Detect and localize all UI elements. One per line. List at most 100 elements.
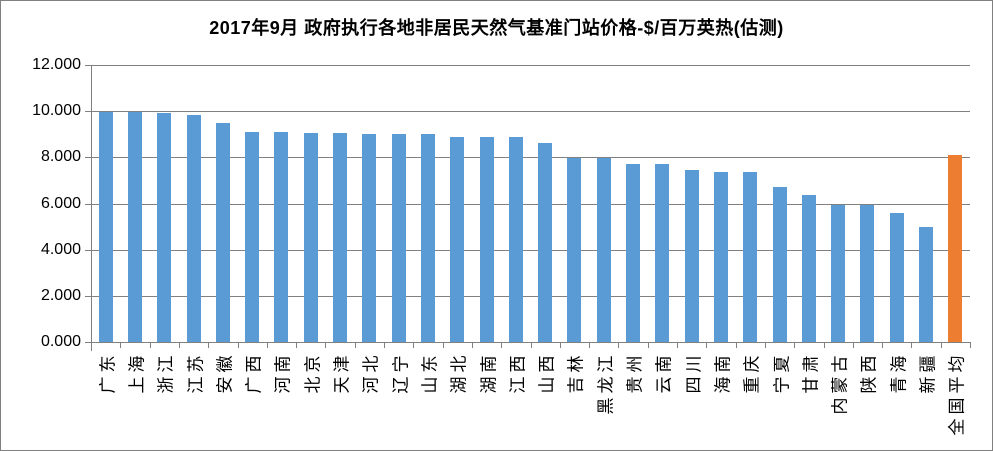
x-axis-label: 贵州 bbox=[625, 351, 645, 394]
x-axis-label: 全国平均 bbox=[947, 351, 967, 436]
x-axis-label: 广西 bbox=[244, 351, 264, 394]
x-axis-label: 新疆 bbox=[918, 351, 938, 394]
x-axis-tick bbox=[882, 342, 883, 348]
bar-四川 bbox=[685, 170, 699, 342]
x-axis-label: 天津 bbox=[332, 351, 352, 394]
x-axis-label: 内蒙古 bbox=[830, 351, 850, 415]
bar-贵州 bbox=[626, 164, 640, 342]
bar-山东 bbox=[421, 134, 435, 342]
bar-山西 bbox=[538, 143, 552, 342]
x-axis-tick bbox=[120, 342, 121, 348]
bar-北京 bbox=[304, 133, 318, 342]
x-axis-line bbox=[85, 342, 970, 343]
gridline bbox=[91, 111, 970, 112]
bar-辽宁 bbox=[392, 134, 406, 342]
bar-新疆 bbox=[919, 227, 933, 342]
x-axis-label: 海南 bbox=[713, 351, 733, 394]
x-axis-tick bbox=[589, 342, 590, 348]
x-axis-label: 浙江 bbox=[156, 351, 176, 394]
gridline bbox=[91, 65, 970, 66]
x-axis-tick bbox=[150, 342, 151, 348]
x-axis-label: 四川 bbox=[684, 351, 704, 394]
x-axis-label: 江苏 bbox=[186, 351, 206, 394]
x-axis-label: 云南 bbox=[654, 351, 674, 394]
gridline bbox=[91, 250, 970, 251]
bar-吉林 bbox=[567, 158, 581, 342]
x-axis-label: 江西 bbox=[508, 351, 528, 394]
x-axis-tick bbox=[765, 342, 766, 348]
x-axis-tick bbox=[472, 342, 473, 348]
x-axis-tick bbox=[267, 342, 268, 348]
y-axis-label: 4.000 bbox=[40, 241, 81, 258]
bar-全国平均 bbox=[948, 155, 962, 342]
bar-青海 bbox=[890, 213, 904, 342]
bar-甘肃 bbox=[802, 195, 816, 342]
bar-广西 bbox=[245, 132, 259, 342]
chart-title: 2017年9月 政府执行各地非居民天然气基准门站价格-$/百万英热(估测) bbox=[209, 18, 784, 38]
x-axis-label: 黑龙江 bbox=[596, 351, 616, 415]
x-axis-tick bbox=[179, 342, 180, 348]
x-axis-label: 吉林 bbox=[566, 351, 586, 394]
bar-内蒙古 bbox=[831, 205, 845, 342]
y-axis-label: 2.000 bbox=[40, 287, 81, 304]
x-axis-label: 重庆 bbox=[742, 351, 762, 394]
x-axis-tick bbox=[91, 342, 92, 348]
x-axis-tick bbox=[706, 342, 707, 348]
x-axis-tick bbox=[208, 342, 209, 348]
y-axis-line bbox=[91, 65, 92, 351]
x-axis-label: 河南 bbox=[273, 351, 293, 394]
bar-浙江 bbox=[157, 113, 171, 342]
bar-河南 bbox=[274, 132, 288, 342]
bar-江苏 bbox=[187, 115, 201, 342]
bar-海南 bbox=[714, 172, 728, 342]
x-axis-tick bbox=[677, 342, 678, 348]
x-axis-tick bbox=[824, 342, 825, 348]
x-axis-tick bbox=[853, 342, 854, 348]
x-axis-tick bbox=[531, 342, 532, 348]
bar-湖北 bbox=[450, 137, 464, 342]
x-axis-label: 宁夏 bbox=[772, 351, 792, 394]
x-axis-tick bbox=[355, 342, 356, 348]
x-axis-label: 河北 bbox=[361, 351, 381, 394]
x-axis-tick bbox=[501, 342, 502, 348]
gridline bbox=[91, 204, 970, 205]
bar-天津 bbox=[333, 133, 347, 342]
x-axis-label: 辽宁 bbox=[391, 351, 411, 394]
x-axis-label: 陕西 bbox=[859, 351, 879, 394]
x-axis-label: 山西 bbox=[537, 351, 557, 394]
bar-重庆 bbox=[743, 172, 757, 342]
gridline bbox=[91, 157, 970, 158]
bar-河北 bbox=[362, 134, 376, 342]
y-axis-label: 0.000 bbox=[40, 333, 81, 350]
x-axis-label: 湖北 bbox=[449, 351, 469, 394]
bar-上海 bbox=[128, 112, 142, 342]
bar-江西 bbox=[509, 137, 523, 342]
x-axis-tick bbox=[560, 342, 561, 348]
y-axis-label: 8.000 bbox=[40, 148, 81, 165]
x-axis-label: 上海 bbox=[127, 351, 147, 394]
x-axis-tick bbox=[296, 342, 297, 348]
x-axis-tick bbox=[384, 342, 385, 348]
bar-云南 bbox=[655, 164, 669, 342]
x-axis-tick bbox=[970, 342, 971, 348]
x-axis-tick bbox=[941, 342, 942, 348]
x-axis-tick bbox=[794, 342, 795, 348]
bar-黑龙江 bbox=[597, 158, 611, 342]
y-axis-label: 12.000 bbox=[32, 56, 81, 73]
bar-安徽 bbox=[216, 123, 230, 342]
gridline bbox=[91, 296, 970, 297]
x-axis-label: 安徽 bbox=[215, 351, 235, 394]
bar-宁夏 bbox=[773, 187, 787, 342]
x-axis-label: 北京 bbox=[303, 351, 323, 394]
x-axis-tick bbox=[648, 342, 649, 348]
x-axis-tick bbox=[325, 342, 326, 348]
bar-湖南 bbox=[480, 137, 494, 342]
x-axis-tick bbox=[736, 342, 737, 348]
y-axis-label: 6.000 bbox=[40, 195, 81, 212]
x-axis-tick bbox=[238, 342, 239, 348]
x-axis-label: 山东 bbox=[420, 351, 440, 394]
x-axis-tick bbox=[618, 342, 619, 348]
x-axis-tick bbox=[911, 342, 912, 348]
bar-陕西 bbox=[860, 205, 874, 342]
